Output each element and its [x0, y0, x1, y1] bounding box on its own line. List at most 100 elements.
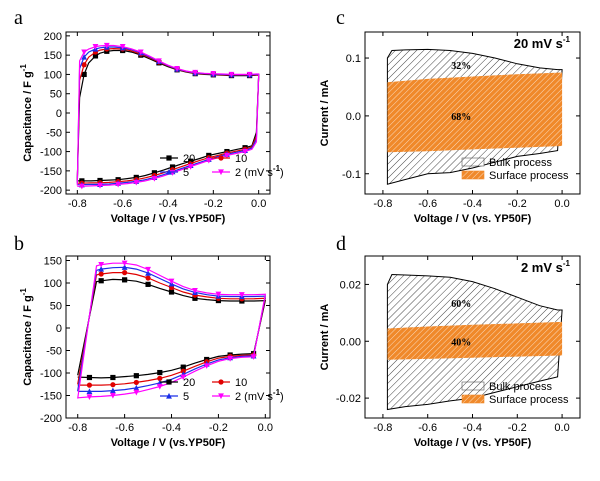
- cv-panel-b: -0.8 -0.6 -0.4 -0.2 0.0 -200 -150 -100 -50 0 50 100…: [14, 233, 284, 449]
- y-axis-label: Capacitance / F g-1: [19, 64, 34, 162]
- x-tick-label: -0.8: [373, 422, 392, 434]
- x-axis-label: Voltage / V (vs. YP50F): [414, 437, 532, 449]
- legend-marker: [218, 169, 224, 176]
- scan-rate-label: 20 mV s-1: [514, 35, 571, 51]
- data-point: [156, 383, 163, 390]
- x-tick-label: -0.8: [373, 198, 392, 210]
- legend-marker: [218, 393, 224, 400]
- x-tick-label: 0.0: [554, 198, 569, 210]
- x-tick-label: -0.2: [204, 198, 223, 210]
- data-point: [115, 181, 122, 188]
- data-point: [169, 164, 176, 170]
- x-tick-label: -0.2: [209, 422, 228, 434]
- series-line-2: [77, 262, 267, 399]
- data-point: [238, 292, 245, 298]
- series-line-2: [76, 44, 260, 187]
- x-axis-label: Voltage / V (vs.YP50F): [111, 437, 226, 449]
- data-point: [81, 53, 88, 60]
- surface-percent-label: 40%: [451, 337, 471, 348]
- y-tick-label: -100: [40, 147, 62, 159]
- y-tick-label: 150: [44, 50, 62, 62]
- data-point: [215, 291, 222, 298]
- x-tick-label: -0.8: [68, 422, 87, 434]
- data-point: [246, 71, 253, 78]
- x-axis-label: Voltage / V (vs. YP50F): [414, 213, 532, 225]
- data-point: [109, 392, 116, 399]
- bulk-percent-label: 60%: [451, 299, 471, 310]
- legend-label: 2 (mV s-1): [235, 164, 284, 179]
- data-point: [180, 364, 186, 370]
- x-tick-label: -0.4: [463, 198, 482, 210]
- data-point: [151, 170, 157, 176]
- bulk-percent-label: 32%: [451, 61, 471, 72]
- series-line-10: [76, 47, 260, 184]
- y-tick-label: 100: [44, 278, 62, 290]
- legend-marker: [166, 379, 172, 385]
- data-point: [121, 264, 128, 270]
- y-axis-label: Current / mA: [319, 304, 331, 371]
- panel-label: c: [336, 7, 345, 29]
- data-point: [86, 382, 93, 388]
- data-point: [98, 278, 104, 284]
- legend-label: 10: [235, 377, 247, 389]
- y-tick-label: -200: [40, 185, 62, 197]
- y-tick-label: -100: [40, 368, 62, 380]
- y-tick-label: -150: [40, 166, 62, 178]
- data-point: [180, 374, 187, 381]
- data-point: [98, 271, 104, 277]
- data-point: [224, 152, 230, 159]
- data-point: [133, 373, 139, 379]
- x-tick-label: -0.4: [162, 422, 181, 434]
- y-tick-label: 50: [50, 89, 62, 101]
- panel-label: d: [336, 233, 346, 255]
- data-point: [203, 363, 210, 369]
- legend-label: Bulk process: [489, 157, 552, 169]
- data-point: [86, 388, 93, 395]
- data-point: [187, 164, 194, 170]
- data-point: [174, 66, 180, 72]
- legend-label: Surface process: [489, 394, 569, 406]
- x-axis-label: Voltage / V (vs.YP50F): [111, 213, 226, 225]
- y-tick-label: 0.00: [340, 336, 361, 348]
- data-point: [92, 53, 99, 59]
- y-tick-label: -50: [46, 127, 62, 139]
- data-point: [133, 379, 139, 386]
- data-point: [81, 62, 87, 68]
- x-tick-label: -0.2: [508, 198, 527, 210]
- scan-rate-label: 2 mV s-1: [521, 259, 571, 275]
- data-point: [133, 179, 140, 186]
- plot-frame: [65, 255, 271, 419]
- data-point: [103, 42, 110, 49]
- y-tick-label: 150: [44, 256, 62, 268]
- x-tick-label: 0.0: [251, 198, 266, 210]
- data-point: [157, 375, 163, 381]
- panel-label: a: [14, 7, 23, 29]
- data-point: [192, 288, 198, 294]
- legend-label: 2 (mV s-1): [235, 388, 284, 403]
- x-tick-label: -0.6: [418, 422, 437, 434]
- data-point: [210, 71, 217, 77]
- data-point: [145, 275, 151, 281]
- data-point: [228, 71, 235, 78]
- x-tick-label: -0.4: [159, 198, 178, 210]
- y-tick-label: -200: [40, 413, 62, 425]
- data-point: [133, 389, 140, 396]
- data-point: [121, 260, 128, 267]
- data-point: [242, 148, 248, 155]
- data-point: [250, 354, 257, 360]
- legend-label: Bulk process: [489, 381, 552, 393]
- y-tick-label: -50: [46, 346, 62, 358]
- legend-swatch-bulk: [461, 157, 485, 167]
- data-point: [81, 71, 87, 78]
- data-point: [168, 278, 175, 285]
- data-point: [110, 382, 116, 388]
- data-point: [227, 356, 234, 362]
- y-tick-label: -0.1: [342, 169, 361, 181]
- data-point: [81, 49, 88, 56]
- legend-label: 5: [183, 167, 189, 179]
- data-point: [122, 277, 128, 283]
- y-tick-label: 0.02: [340, 279, 361, 291]
- surface-process-area: [387, 321, 563, 360]
- y-tick-label: 0: [56, 108, 62, 120]
